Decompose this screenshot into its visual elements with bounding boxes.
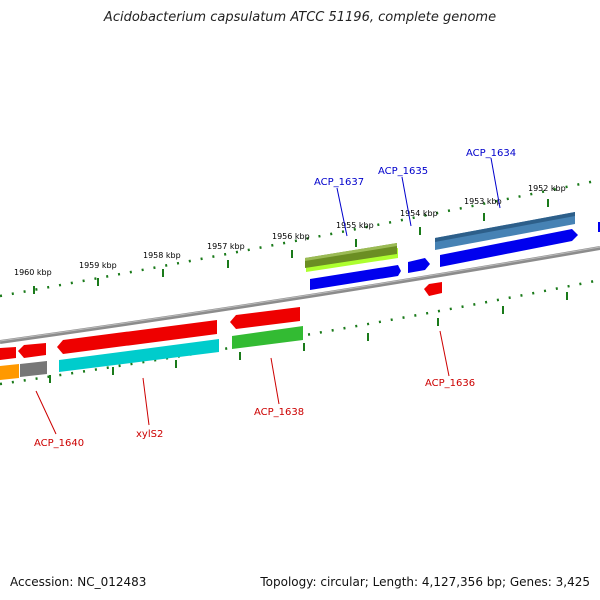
reverse-genes bbox=[0, 282, 442, 380]
outer-tick-arc bbox=[0, 178, 600, 298]
gene-label-acp1636[interactable]: ACP_1636 bbox=[425, 378, 475, 389]
tick-label: 1957 kbp bbox=[207, 242, 245, 251]
gene-arrow[interactable] bbox=[440, 229, 578, 267]
gene-arrow[interactable] bbox=[18, 343, 46, 358]
gene-label-acp1638[interactable]: ACP_1638 bbox=[254, 407, 304, 418]
topology-label: Topology: circular; Length: 4,127,356 bp… bbox=[260, 575, 590, 589]
gene-arrow[interactable] bbox=[0, 364, 19, 380]
gene-arrow[interactable] bbox=[230, 307, 300, 329]
gene-label-acp1637[interactable]: ACP_1637 bbox=[314, 177, 364, 188]
gene-arrow[interactable] bbox=[0, 347, 16, 360]
gene-arrow[interactable] bbox=[408, 258, 430, 273]
tick-label: 1958 kbp bbox=[143, 251, 181, 260]
inner-tick-arc bbox=[0, 278, 600, 386]
tick-label: 1952 kbp bbox=[528, 184, 566, 193]
tick-label: 1953 kbp bbox=[464, 197, 502, 206]
label-lines bbox=[35, 157, 501, 435]
gene-arrow[interactable] bbox=[20, 361, 47, 377]
gene-arrow[interactable] bbox=[232, 326, 303, 349]
tick-label: 1954 kbp bbox=[400, 209, 438, 218]
tick-label: 1956 kbp bbox=[272, 232, 310, 241]
gene-arrow[interactable] bbox=[57, 320, 217, 354]
tick-label: 1960 kbp bbox=[14, 268, 52, 277]
genome-backbone bbox=[0, 246, 600, 344]
gene-label-acp1635[interactable]: ACP_1635 bbox=[378, 166, 428, 177]
map-title: Acidobacterium capsulatum ATCC 51196, co… bbox=[103, 10, 497, 25]
gene-label-acp1640[interactable]: ACP_1640 bbox=[34, 438, 84, 449]
outer-major-ticks bbox=[33, 199, 549, 294]
forward-genes bbox=[305, 212, 600, 290]
gene-arrow[interactable] bbox=[310, 265, 401, 290]
gene-arrow[interactable] bbox=[424, 282, 442, 296]
accession-label: Accession: NC_012483 bbox=[10, 575, 147, 589]
inner-major-ticks bbox=[49, 292, 568, 383]
tick-label: 1959 kbp bbox=[79, 261, 117, 270]
gene-arrow[interactable] bbox=[59, 339, 219, 372]
tick-label: 1955 kbp bbox=[336, 221, 374, 230]
gene-label-xyls2[interactable]: xylS2 bbox=[136, 429, 163, 440]
gene-label-acp1634[interactable]: ACP_1634 bbox=[466, 148, 516, 159]
